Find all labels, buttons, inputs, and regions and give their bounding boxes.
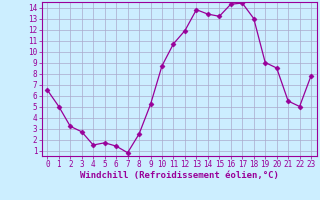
X-axis label: Windchill (Refroidissement éolien,°C): Windchill (Refroidissement éolien,°C): [80, 171, 279, 180]
